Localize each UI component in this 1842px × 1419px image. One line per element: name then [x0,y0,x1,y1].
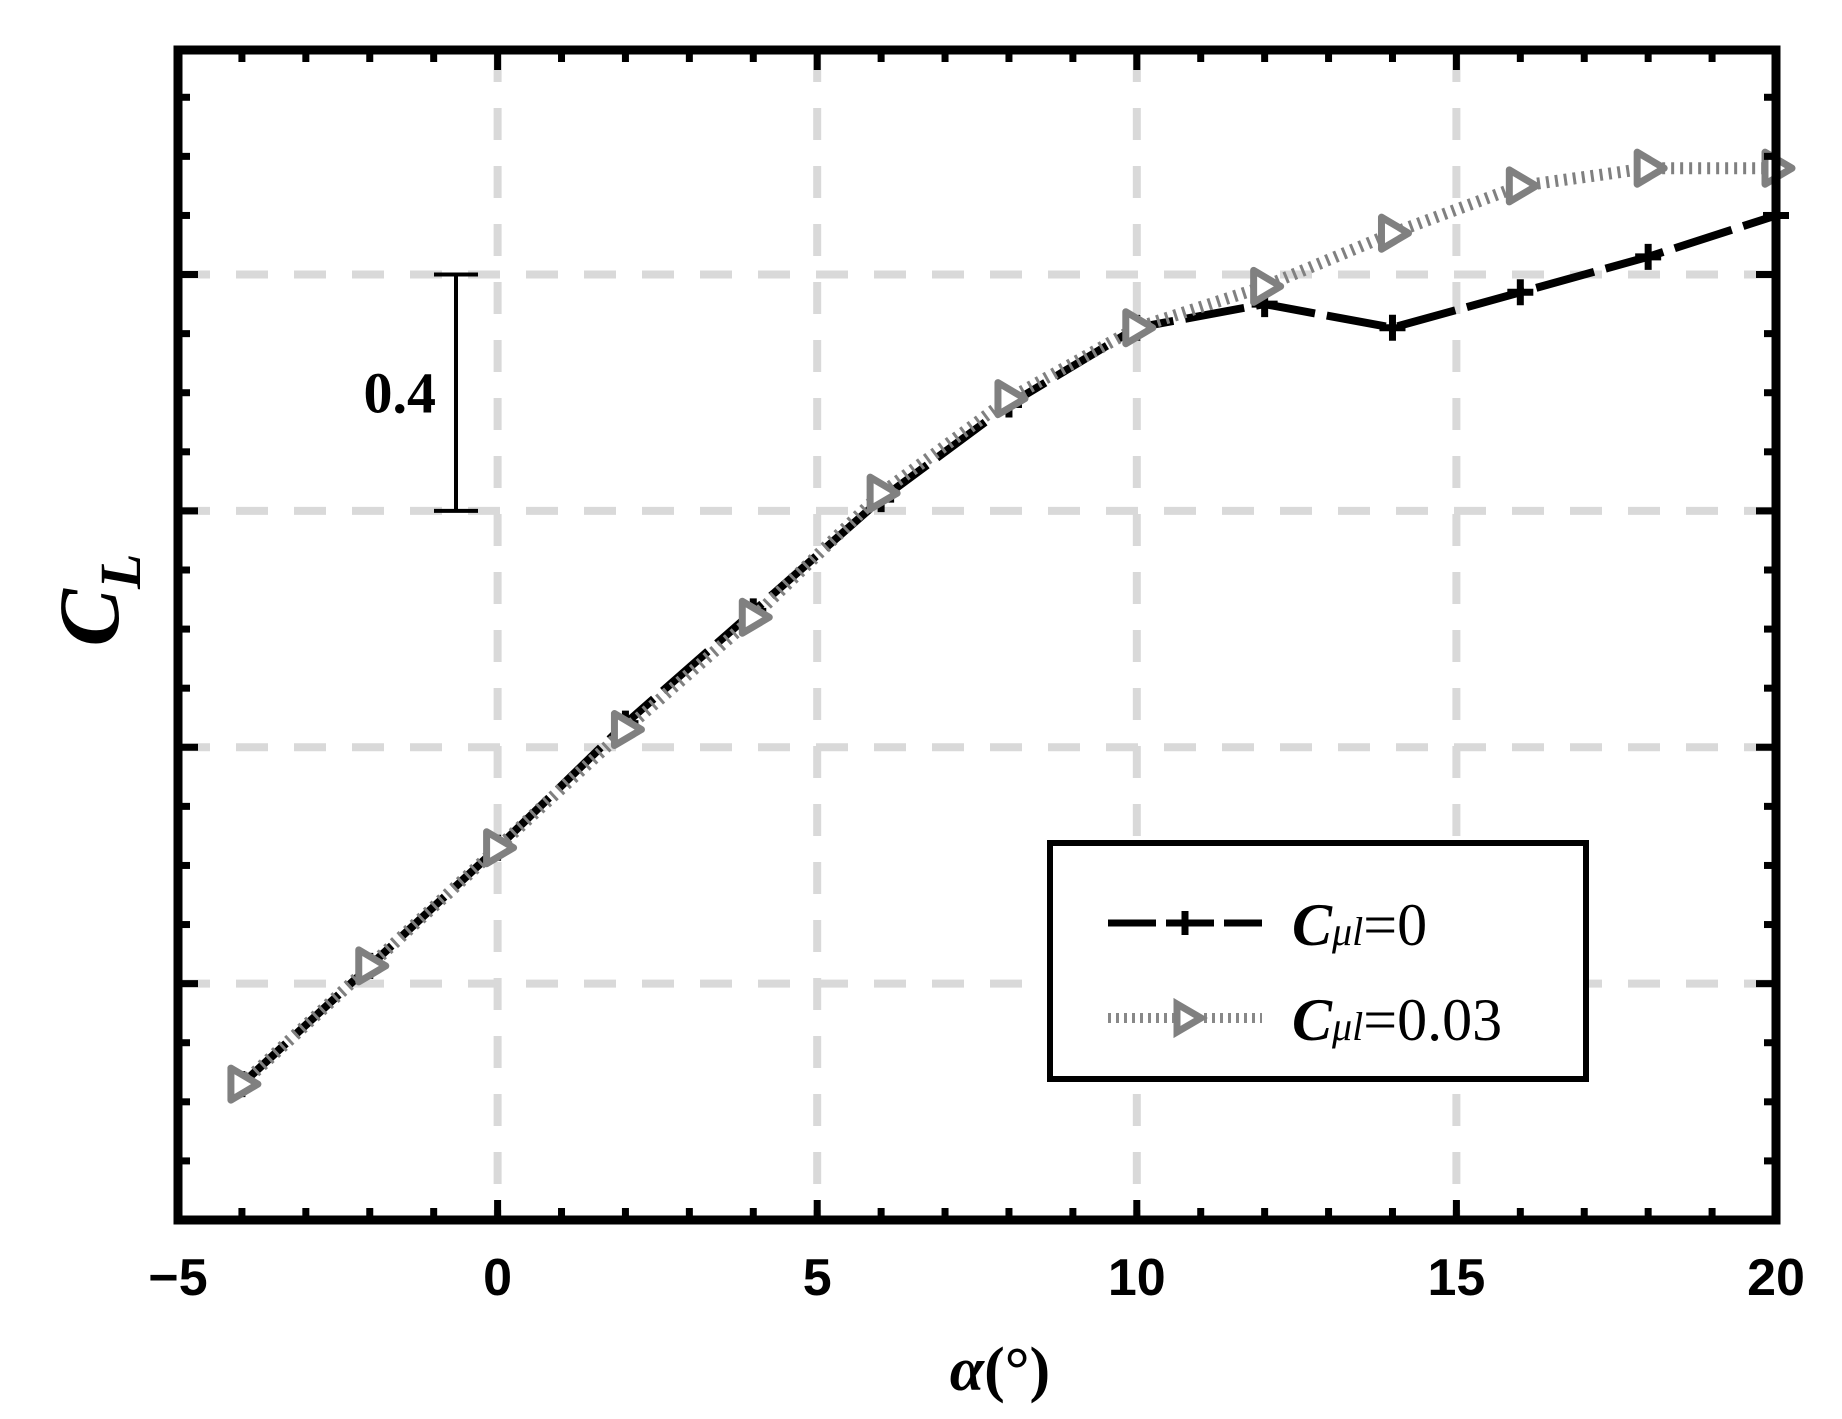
series-2-point-4 [738,597,773,637]
legend: Cμl=0 Cμl=0.03 [1047,840,1589,1082]
legend-marker-series-2 [1173,997,1208,1039]
legend-label-series-2: Cμl=0.03 [1292,987,1502,1053]
series-2-point-8 [1250,266,1285,306]
x-axis-label-unit: (°) [984,1336,1050,1404]
series-1-point-11 [1635,243,1662,270]
y-axis-label: CL [41,554,153,647]
series-1-point-9 [1379,314,1406,341]
y-axis-label-main: C [41,587,137,646]
series-2-point-0 [227,1064,262,1104]
grid [178,50,1776,1220]
x-axis-label: α(°) [950,1336,1050,1404]
x-tick-label-4: 15 [1427,1249,1485,1307]
series-2-point-3 [610,710,645,750]
series-2-point-2 [483,828,518,868]
series-layer [227,148,1796,1104]
legend-label-series-1: Cμl=0 [1292,892,1427,958]
scale-bar: 0.4 [364,272,478,513]
svg-text:CL: CL [41,554,153,647]
series-2-point-10 [1505,166,1540,206]
x-tick-label-3: 10 [1108,1249,1166,1307]
x-axis-label-symbol: α [950,1336,986,1404]
series-1-point-10 [1507,279,1534,306]
x-tick-labels: −5 0 5 10 15 20 [148,1249,1805,1307]
x-tick-label-5: 20 [1747,1249,1805,1307]
series-2-point-11 [1633,148,1668,188]
x-tick-label-0: −5 [148,1249,207,1307]
legend-marker-series-1 [1173,911,1197,935]
legend-box [1047,840,1589,1082]
y-axis-label-sub: L [88,554,153,590]
series-2-point-5 [866,473,901,513]
scale-bar-label: 0.4 [364,361,437,426]
series-2-point-1 [355,946,390,986]
series-2-point-6 [994,379,1029,419]
x-tick-label-2: 5 [803,1249,832,1307]
plot-frame [173,45,1781,1225]
x-tick-label-1: 0 [483,1249,512,1307]
series-2-point-7 [1122,308,1157,348]
series-2-point-9 [1377,213,1412,253]
